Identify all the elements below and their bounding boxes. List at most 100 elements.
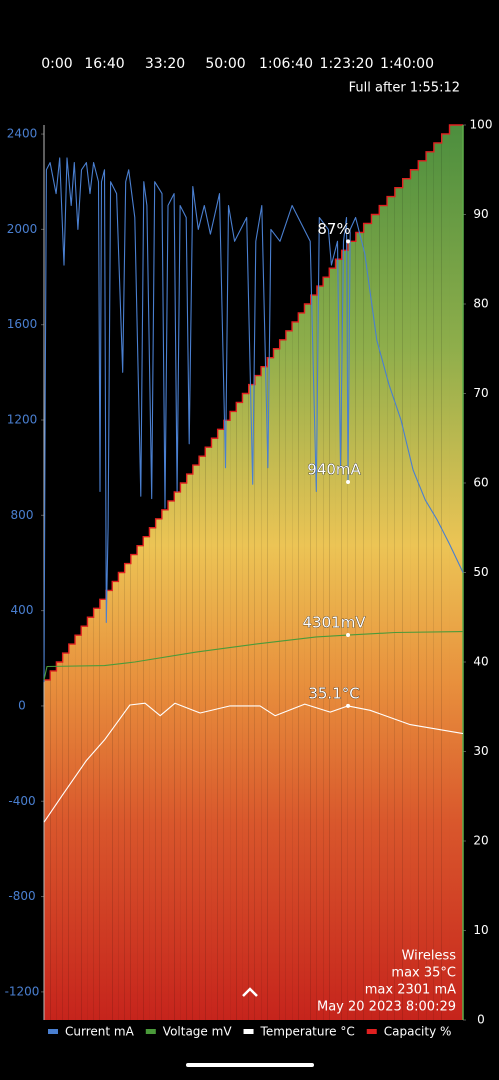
capacity-area — [426, 151, 434, 1021]
capacity-area — [273, 348, 280, 1020]
capacity-area — [199, 456, 206, 1020]
y2-tick-label: 30 — [473, 744, 488, 758]
capacity-area — [205, 447, 212, 1020]
capacity-area — [363, 223, 372, 1020]
capacity-area — [118, 572, 125, 1020]
y2-tick-label: 50 — [473, 565, 488, 579]
capacity-area — [137, 545, 144, 1020]
marker-label: 35.1°C — [308, 684, 359, 702]
capacity-area — [223, 420, 231, 1021]
x-tick-label: 1:40:00 — [380, 56, 434, 72]
capacity-area — [418, 160, 427, 1021]
y-tick-label: 800 — [11, 508, 34, 522]
y2-tick-label: 60 — [473, 476, 488, 490]
capacity-area — [192, 465, 200, 1021]
capacity-area — [379, 205, 388, 1021]
capacity-area — [441, 133, 450, 1020]
y-tick-label: -800 — [8, 889, 35, 903]
capacity-area — [180, 483, 187, 1020]
capacity-area — [106, 590, 113, 1020]
capacity-area — [149, 527, 156, 1020]
nav-handle — [186, 1063, 314, 1067]
capacity-area — [81, 626, 88, 1020]
capacity-area — [402, 178, 411, 1020]
capacity-area — [335, 259, 342, 1020]
expand-button[interactable] — [242, 987, 258, 997]
x-tick-label: 16:40 — [84, 56, 124, 72]
y2-tick-label: 0 — [477, 1013, 485, 1027]
y2-tick-label: 80 — [473, 297, 488, 311]
capacity-area — [93, 608, 100, 1020]
capacity-area — [143, 536, 150, 1020]
capacity-area — [285, 330, 293, 1021]
info-line: Wireless — [402, 949, 457, 964]
y-tick-label: 2400 — [7, 127, 38, 141]
x-tick-label: 1:06:40 — [259, 56, 313, 72]
capacity-area — [410, 169, 419, 1020]
x-tick-label: 1:23:20 — [320, 56, 374, 72]
legend-swatch — [145, 1029, 156, 1034]
capacity-area — [174, 491, 181, 1020]
y2-tick-label: 20 — [473, 834, 488, 848]
marker-dot — [346, 239, 351, 244]
x-tick-label: 0:00 — [41, 56, 72, 72]
capacity-area — [433, 142, 442, 1020]
capacity-area — [254, 375, 262, 1021]
y2-tick-label: 40 — [473, 655, 488, 669]
capacity-area — [99, 599, 107, 1020]
legend-swatch — [243, 1029, 254, 1034]
capacity-area — [168, 500, 175, 1020]
capacity-area — [44, 679, 51, 1020]
y2-tick-label: 70 — [473, 386, 488, 400]
y-tick-label: 1200 — [7, 412, 38, 426]
capacity-area — [355, 232, 364, 1020]
marker-dot — [346, 633, 351, 638]
y2-tick-label: 90 — [473, 207, 488, 221]
capacity-area — [112, 581, 119, 1020]
capacity-area — [316, 286, 324, 1021]
info-line: max 35°C — [391, 966, 456, 981]
marker-dot — [346, 703, 351, 708]
capacity-area — [242, 393, 249, 1020]
legend-swatch — [366, 1029, 377, 1034]
capacity-area — [371, 214, 380, 1020]
capacity-area — [449, 125, 463, 1020]
capacity-area — [279, 339, 286, 1020]
x-tick-label: 50:00 — [205, 56, 245, 72]
capacity-line — [44, 124, 463, 681]
legend-label: Current mA — [65, 1025, 135, 1039]
y-tick-label: -400 — [8, 794, 35, 808]
capacity-area — [87, 617, 94, 1020]
capacity-area — [347, 241, 356, 1021]
capacity-area — [323, 277, 330, 1020]
marker-label: 940mA — [307, 460, 361, 478]
capacity-area — [394, 187, 403, 1020]
capacity-area — [261, 366, 268, 1020]
capacity-area — [217, 429, 224, 1020]
capacity-area — [124, 563, 131, 1020]
series-line — [43, 157, 464, 683]
capacity-area — [186, 474, 193, 1020]
capacity-area — [56, 662, 63, 1020]
y-tick-label: 2000 — [7, 222, 38, 236]
capacity-area — [387, 196, 395, 1021]
capacity-area — [62, 653, 69, 1020]
legend-label: Temperature °C — [260, 1025, 355, 1039]
y-tick-label: 1600 — [7, 317, 38, 331]
y-tick-label: -1200 — [5, 984, 40, 998]
x-tick-label: 33:20 — [145, 56, 185, 72]
y-tick-label: 0 — [18, 698, 26, 712]
info-line: max 2301 mA — [365, 983, 456, 998]
capacity-area — [130, 554, 138, 1020]
marker-label: 4301mV — [303, 614, 367, 632]
capacity-area — [248, 384, 255, 1020]
capacity-area — [310, 295, 317, 1020]
y2-tick-label: 10 — [473, 923, 488, 937]
capacity-area — [292, 321, 299, 1020]
capacity-area — [230, 411, 237, 1020]
full-note: Full after 1:55:12 — [349, 81, 460, 96]
capacity-area — [236, 402, 243, 1020]
legend-label: Voltage mV — [163, 1025, 233, 1039]
